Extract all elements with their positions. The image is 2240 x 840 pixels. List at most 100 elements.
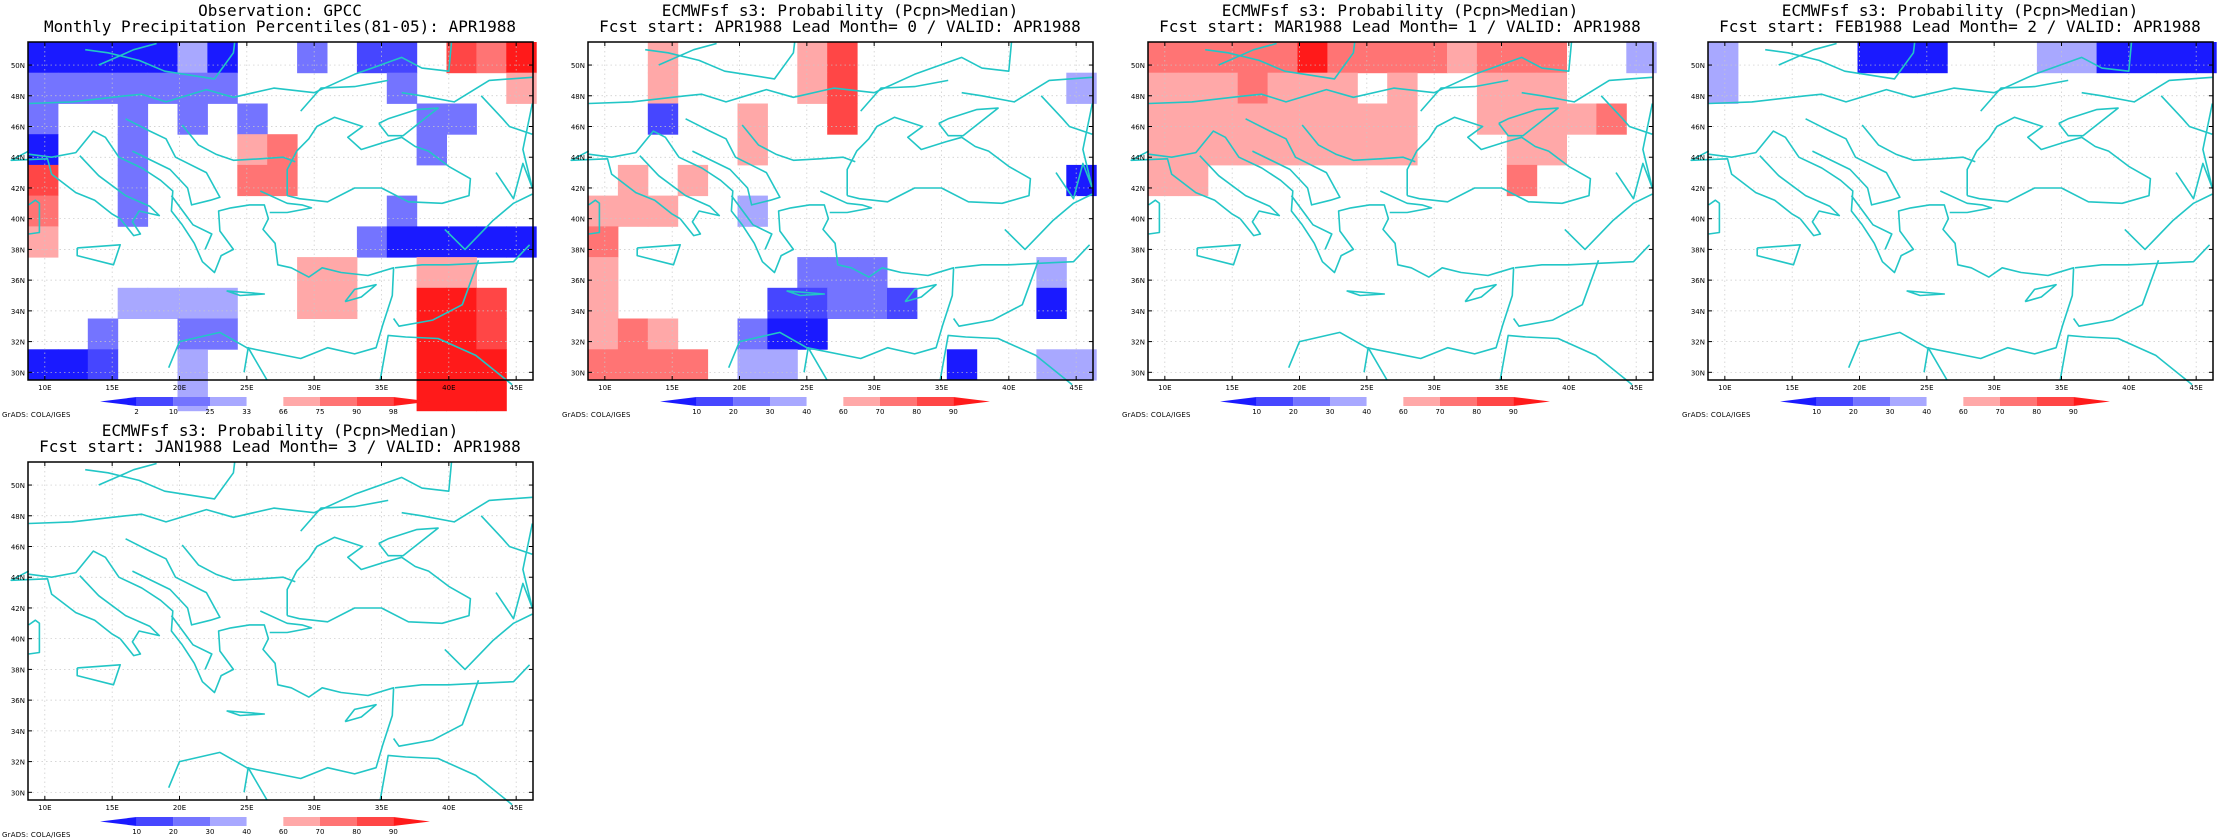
coastline bbox=[1148, 199, 1161, 235]
lat-tick-label: 30N bbox=[1131, 369, 1145, 377]
lat-tick-label: 32N bbox=[11, 339, 25, 347]
coastline bbox=[1906, 290, 1946, 297]
lat-tick-label: 38N bbox=[1131, 246, 1145, 254]
grid-cell bbox=[28, 164, 59, 197]
grid-cell bbox=[1387, 103, 1418, 135]
legend-label: 40 bbox=[242, 828, 251, 836]
grid-cell bbox=[28, 134, 59, 166]
coastline bbox=[98, 42, 157, 66]
coastline bbox=[379, 334, 513, 386]
grads-credit: GrADS: COLA/IGES bbox=[1122, 411, 1191, 419]
coastline bbox=[300, 79, 389, 112]
lat-tick-label: 32N bbox=[571, 339, 585, 347]
legend-label: 60 bbox=[279, 828, 288, 836]
legend-swatch bbox=[1926, 397, 1964, 406]
coastline bbox=[378, 527, 439, 557]
grid-cells bbox=[588, 42, 1097, 381]
coastline bbox=[2175, 103, 2214, 200]
grid-cell bbox=[1917, 42, 1948, 74]
lat-tick-label: 46N bbox=[11, 544, 25, 552]
coastline bbox=[2124, 193, 2213, 251]
lon-tick-label: 30E bbox=[307, 384, 320, 392]
coastline bbox=[730, 195, 773, 250]
legend-swatch bbox=[1963, 397, 2000, 406]
legend-swatch bbox=[100, 397, 137, 406]
panel-subtitle: Fcst start: MAR1988 Lead Month= 1 / VALI… bbox=[1159, 17, 1641, 36]
grid-cell bbox=[237, 164, 268, 197]
map-frame bbox=[1707, 41, 2214, 381]
coastline bbox=[588, 199, 601, 235]
legend-label: 40 bbox=[802, 408, 811, 416]
color-legend: 2 10 25 33 66 75 90 98 bbox=[100, 397, 430, 416]
coastline bbox=[1521, 76, 1653, 103]
coastline bbox=[658, 42, 717, 66]
lon-tick-label: 15E bbox=[665, 384, 678, 392]
legend-label: 90 bbox=[1509, 408, 1518, 416]
lat-tick-label: 48N bbox=[1131, 93, 1145, 101]
coastline bbox=[392, 679, 480, 748]
legend-swatch bbox=[173, 397, 210, 406]
legend-swatch bbox=[210, 817, 247, 826]
grid-cell bbox=[797, 42, 828, 74]
map-panel-lead3: ECMWFsf s3: Probability (Pcpn>Median) Fc… bbox=[0, 420, 560, 840]
lat-tick-label: 38N bbox=[11, 246, 25, 254]
grid-cell bbox=[1387, 42, 1418, 74]
map-frame bbox=[27, 41, 534, 381]
lon-tick-label: 10E bbox=[598, 384, 611, 392]
grid-cell bbox=[1177, 42, 1209, 74]
lat-tick-label: 44N bbox=[11, 154, 25, 162]
coastline bbox=[1939, 190, 1993, 214]
coastline bbox=[379, 754, 513, 806]
lat-tick-label: 38N bbox=[571, 246, 585, 254]
grid-cell bbox=[1708, 42, 1739, 74]
grid-cell bbox=[1566, 103, 1597, 135]
lat-tick-label: 36N bbox=[11, 697, 25, 705]
lat-tick-label: 44N bbox=[1131, 154, 1145, 162]
panel-title: ECMWFsf s3: Probability (Pcpn>Median) bbox=[1221, 1, 1579, 20]
legend-swatch bbox=[100, 817, 137, 826]
lon-tick-label: 15E bbox=[105, 384, 118, 392]
grads-credit: GrADS: COLA/IGES bbox=[562, 411, 631, 419]
lat-tick-label: 42N bbox=[1131, 185, 1145, 193]
lon-tick-label: 30E bbox=[1427, 384, 1440, 392]
coastline bbox=[401, 76, 533, 103]
legend-swatch bbox=[283, 397, 320, 406]
grid-cell bbox=[1857, 42, 1888, 74]
grid-cell bbox=[617, 349, 649, 381]
lat-tick-label: 34N bbox=[1131, 308, 1145, 316]
grid-cell bbox=[1626, 42, 1657, 74]
legend-swatch bbox=[246, 817, 284, 826]
coastline bbox=[2074, 244, 2211, 269]
grid-cell bbox=[797, 72, 828, 104]
legend-label: 80 bbox=[912, 408, 921, 416]
legend-label: 20 bbox=[169, 828, 178, 836]
grid-cell bbox=[28, 226, 59, 258]
grid-cell bbox=[87, 318, 119, 350]
grid-cell bbox=[1447, 42, 1478, 74]
coastline bbox=[1245, 118, 1341, 206]
coastline bbox=[846, 116, 1032, 205]
coastline bbox=[1756, 244, 1801, 266]
lat-tick-label: 44N bbox=[11, 574, 25, 582]
grid-cell bbox=[416, 318, 447, 350]
grid-cell bbox=[1148, 42, 1179, 74]
grid-cell bbox=[767, 349, 798, 381]
grid-cell bbox=[416, 226, 447, 258]
lon-tick-label: 20E bbox=[1293, 384, 1306, 392]
coastline bbox=[1148, 130, 1515, 369]
grid-cell bbox=[1207, 42, 1239, 74]
grid-cell bbox=[28, 72, 59, 104]
grid-cell bbox=[57, 42, 89, 74]
probability-map: 30N 32N 34N 36N 38N 40N 42N 44N 46N 48N 50N 10E 15E 2… bbox=[10, 461, 534, 836]
lon-tick-label: 45E bbox=[1069, 384, 1082, 392]
lat-tick-label: 48N bbox=[11, 93, 25, 101]
coastline bbox=[76, 664, 121, 686]
grid-cell bbox=[207, 72, 238, 104]
coastline bbox=[344, 283, 377, 303]
coastline bbox=[570, 150, 681, 220]
coastline bbox=[76, 244, 121, 266]
lat-tick-label: 38N bbox=[1691, 246, 1705, 254]
coastline bbox=[1805, 118, 1901, 206]
lon-tick-label: 40E bbox=[2122, 384, 2135, 392]
grid-cell bbox=[416, 287, 447, 319]
